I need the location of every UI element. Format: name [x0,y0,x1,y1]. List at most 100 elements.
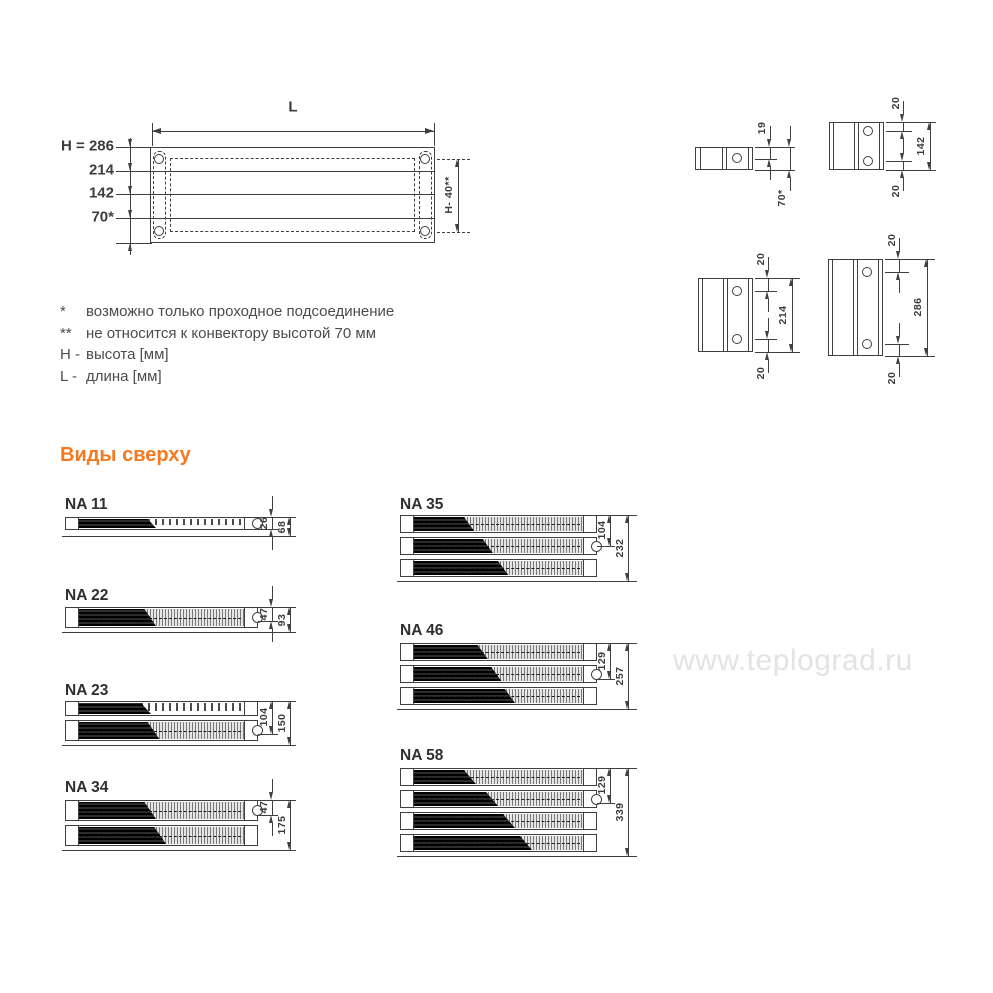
line [903,101,904,114]
arrow-icon [287,842,292,850]
height-line-70 [150,218,435,219]
footnote-text: не относится к конвектору высотой 70 мм [86,324,377,342]
connection-circle [420,226,430,236]
radiator-strip [400,768,597,786]
arrow-icon [269,792,274,800]
arrow-icon [896,336,901,344]
arrow-icon [767,139,772,147]
footnote-marker: L - [60,367,77,385]
base-line [397,709,601,710]
line [854,123,855,169]
line [790,126,791,139]
tick [591,856,637,857]
arrow-icon [269,509,274,517]
end-cap [583,560,596,576]
line [290,701,291,745]
line [927,259,928,356]
arrow-icon [269,815,274,823]
line [727,279,728,351]
arrow-icon [607,795,612,803]
dim-label: 339 [614,802,626,822]
radiator-strip [400,687,597,705]
connection-circle [863,156,873,166]
connection-circle [420,154,430,164]
dim-label: 20 [886,371,898,385]
dim-label: 20 [755,366,767,380]
line [290,517,291,536]
line [272,537,273,550]
side-profile [698,278,753,352]
line [768,339,769,352]
arrow-icon [900,170,905,178]
tick [755,147,795,148]
arrow-icon [287,607,292,615]
arrow-icon [455,159,460,167]
arrow-icon [900,131,905,139]
line [858,123,859,169]
centerline [415,524,580,525]
base-line [62,850,262,851]
tick [597,803,615,804]
tick [252,745,296,746]
dim-label: 214 [777,305,789,325]
line [792,278,793,352]
arrow-icon [287,624,292,632]
line [700,148,701,169]
footnote: H - высота [мм] [60,344,490,366]
connection-circle [154,154,164,164]
end-cap [401,791,414,807]
radiator-strip [400,559,597,577]
arrow-icon [789,344,794,352]
tick [252,517,296,518]
radiator-strip [400,834,597,852]
connection-circle [154,226,164,236]
inner-panel-outline [170,158,415,232]
tick [591,643,637,644]
arrow-icon [625,701,630,709]
tick [591,709,637,710]
end-cap [401,560,414,576]
dim-label: H- 40** [443,176,455,214]
arrow-icon [765,352,770,360]
tick [252,632,296,633]
centerline [437,159,470,160]
centerline [80,835,241,837]
centerline [415,652,580,653]
line [790,178,791,191]
arrow-icon [127,186,132,194]
connection-circle [862,339,872,349]
arrow-icon [625,573,630,581]
tick [252,800,296,801]
extension-line [152,123,153,146]
arrow-icon [787,170,792,178]
footnote-text: возможно только проходное подсоединение [86,303,395,320]
arrow-icon [900,153,905,161]
radiator-strip [65,607,263,628]
line [903,122,904,131]
base-line [397,581,601,582]
line [770,126,771,139]
tick [116,194,152,195]
radiator-strip [400,790,602,808]
tick [258,815,278,816]
arrow-icon [287,701,292,709]
line [899,344,900,356]
footnote: ** не относится к конвектору высотой 70 м… [60,323,490,345]
dim-label: 104 [258,707,270,727]
radiator-strip [400,665,602,683]
end-cap [244,702,257,715]
tick [755,159,777,160]
line [768,257,769,270]
dim-label: 232 [614,538,626,558]
arrow-icon [425,128,434,134]
end-cap [401,516,414,532]
line [790,147,791,170]
arrow-icon [287,800,292,808]
dim-label: 175 [276,815,288,835]
type-label: NA 11 [65,496,108,513]
dim-label: 20 [890,184,902,198]
line [748,148,749,169]
end-cap [583,813,596,829]
extension-line [434,123,435,146]
